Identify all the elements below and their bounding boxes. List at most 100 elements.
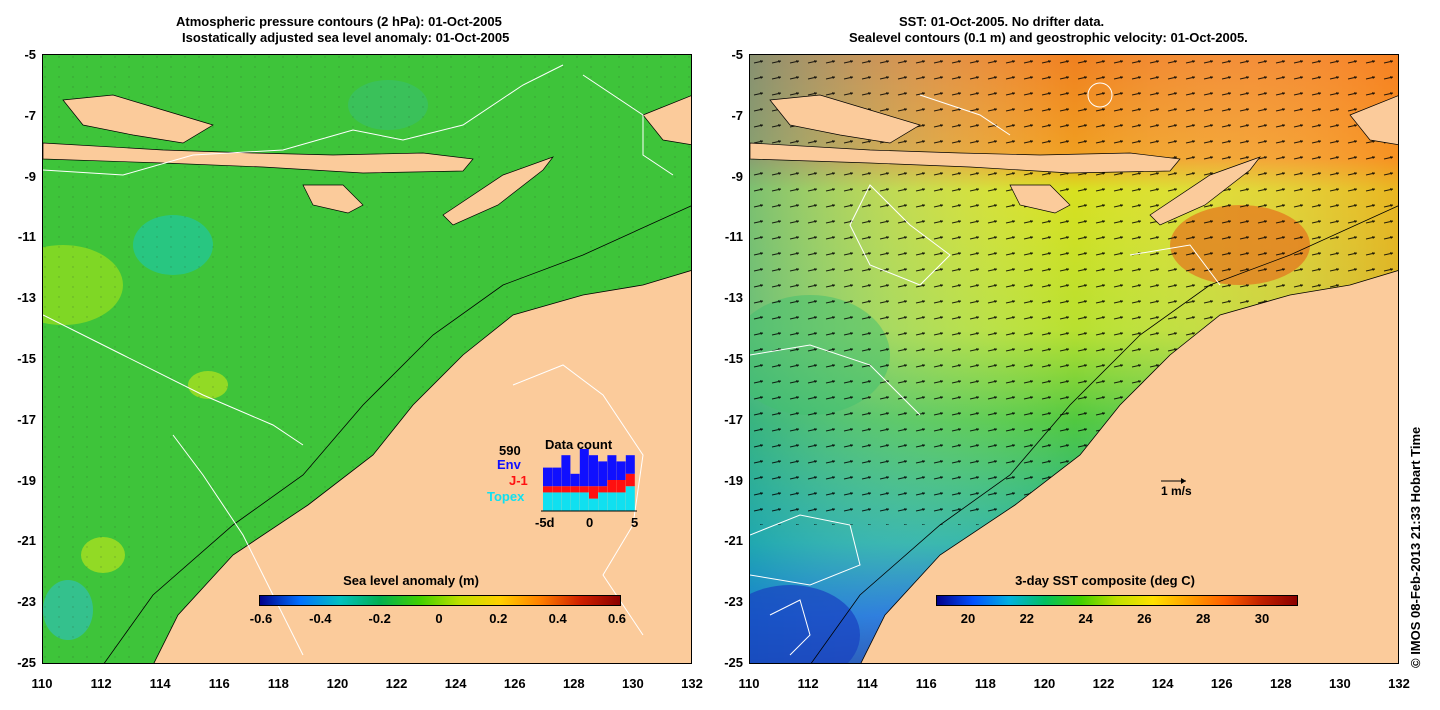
x-tick-label: 132 xyxy=(1388,676,1410,691)
data-count-title: Data count xyxy=(545,437,613,452)
sealevel-contour xyxy=(919,94,1011,136)
credit-text: © IMOS 08-Feb-2013 21:33 Hobart Time xyxy=(1408,426,1423,668)
y-tick-label: -15 xyxy=(17,351,36,366)
data-count-bar-env xyxy=(607,455,617,480)
data-count-bar-j1 xyxy=(552,486,562,493)
data-count-bar-j1 xyxy=(570,486,580,493)
data-count-bar-env xyxy=(589,455,598,487)
data-count-bar-j1 xyxy=(561,486,571,493)
sla-map[interactable]: Sea level anomaly (m) -0.6 -0.4 -0.2 0 0.2 0.… xyxy=(42,54,692,664)
data-count-bar-env xyxy=(561,455,571,487)
sealevel-contour xyxy=(849,184,951,286)
bathymetry-contour xyxy=(103,205,691,663)
velocity-scale-arrowhead xyxy=(1181,478,1186,484)
land-nusa-tenggara xyxy=(750,142,1181,174)
x-tick-label: 124 xyxy=(444,676,467,691)
data-count-bar-topex xyxy=(579,492,589,511)
y-tick-label: -15 xyxy=(724,351,743,366)
sst-map-canvas xyxy=(750,55,1398,663)
sla-colorbar-tick: -0.6 xyxy=(249,611,273,626)
y-tick-label: -13 xyxy=(17,290,36,306)
sst-colorbar-tick: 20 xyxy=(960,611,976,626)
x-tick-label: 120 xyxy=(326,676,349,691)
y-tick-label: -19 xyxy=(724,472,743,488)
x-tick-label: 130 xyxy=(622,676,644,691)
data-count-total: 590 xyxy=(499,443,521,458)
sst-colorbar-label: 3-day SST composite (deg C) xyxy=(1015,573,1195,588)
sst-map[interactable]: 1 m/s 3-day SST composite (deg C) 20 22 24… xyxy=(749,54,1399,664)
data-count-bar-topex xyxy=(607,492,617,511)
data-count-xtick: 5 xyxy=(631,515,639,530)
bathymetry-contour xyxy=(810,205,1398,663)
data-count-bar-j1 xyxy=(543,486,552,493)
land-sumba xyxy=(302,184,364,214)
data-count-bar-env xyxy=(616,461,626,480)
sealevel-contour xyxy=(750,344,921,416)
y-tick-label: -25 xyxy=(724,655,743,670)
data-count-bar-j1 xyxy=(598,486,608,493)
x-tick-label: 122 xyxy=(385,676,408,691)
sla-map-canvas xyxy=(43,55,691,663)
x-tick-label: 114 xyxy=(149,676,171,691)
x-tick-label: 124 xyxy=(1151,676,1174,691)
land-island-ne xyxy=(642,95,691,146)
y-tick-label: -17 xyxy=(724,411,743,427)
sla-colorbar xyxy=(259,595,621,606)
data-count-bar-topex xyxy=(561,492,571,511)
x-tick-label: 132 xyxy=(681,676,703,691)
data-count-bar-topex xyxy=(598,492,608,511)
land-java xyxy=(769,94,921,144)
x-tick-label: 118 xyxy=(974,676,996,691)
y-tick-label: -23 xyxy=(17,594,36,610)
sla-colorbar-tick: 0.6 xyxy=(607,611,627,626)
x-tick-label: 116 xyxy=(208,676,230,691)
x-tick-label: 128 xyxy=(1269,676,1292,691)
sla-colorbar-tick: 0.4 xyxy=(548,611,567,626)
y-tick-label: -25 xyxy=(17,655,36,670)
x-tick-label: 110 xyxy=(31,676,53,691)
y-tick-label: -5 xyxy=(731,47,743,62)
x-tick-label: 112 xyxy=(90,676,112,691)
data-count-bar-topex xyxy=(625,486,635,511)
land-australia xyxy=(860,270,1398,663)
x-tick-label: 120 xyxy=(1033,676,1056,691)
x-tick-label: 122 xyxy=(1092,676,1115,691)
data-count-mission-topex: Topex xyxy=(487,489,525,504)
sla-colorbar-label: Sea level anomaly (m) xyxy=(343,573,479,588)
data-count-bar-env xyxy=(543,467,552,487)
data-count-mission-j1: J-1 xyxy=(509,473,528,488)
y-tick-label: -19 xyxy=(17,472,36,488)
sst-colorbar xyxy=(936,595,1298,606)
data-count-bar-j1 xyxy=(579,486,589,493)
velocity-scale-label: 1 m/s xyxy=(1161,484,1192,498)
x-tick-label: 126 xyxy=(1210,676,1233,691)
pressure-contour xyxy=(172,434,304,656)
data-count-bar-j1 xyxy=(625,473,635,487)
left-title-line2: Isostatically adjusted sea level anomaly… xyxy=(182,30,510,45)
pressure-contour xyxy=(582,74,674,176)
data-count-xtick: -5d xyxy=(535,515,555,530)
x-tick-label: 130 xyxy=(1329,676,1351,691)
y-tick-label: -17 xyxy=(17,411,36,427)
land-timor xyxy=(1149,156,1262,226)
data-count-bar-j1 xyxy=(616,480,626,493)
land-australia xyxy=(153,270,691,663)
sealevel-contour xyxy=(1087,82,1113,108)
data-count-bar-topex xyxy=(552,492,562,511)
data-count-xtick: 0 xyxy=(586,515,594,530)
x-tick-label: 112 xyxy=(797,676,819,691)
land-sumba xyxy=(1009,184,1071,214)
sst-colorbar-tick: 28 xyxy=(1195,611,1211,626)
right-title-line2: Sealevel contours (0.1 m) and geostrophi… xyxy=(849,30,1248,45)
data-count-bar-j1 xyxy=(607,480,617,493)
y-tick-label: -13 xyxy=(724,290,743,306)
y-tick-label: -23 xyxy=(724,594,743,610)
x-tick-label: 126 xyxy=(503,676,526,691)
land-island-ne xyxy=(1349,95,1398,146)
sealevel-contour xyxy=(750,514,861,586)
y-tick-label: -21 xyxy=(724,533,743,549)
y-tick-label: -11 xyxy=(724,229,743,245)
land-java xyxy=(62,94,214,144)
data-count-bar-topex xyxy=(589,498,598,511)
x-tick-label: 116 xyxy=(915,676,937,691)
